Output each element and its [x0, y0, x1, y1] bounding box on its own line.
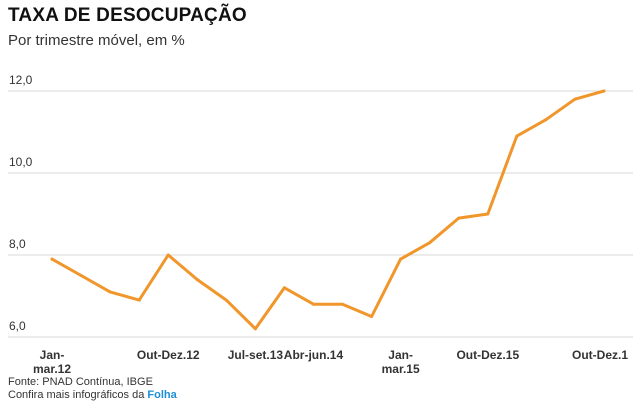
data-point	[311, 302, 315, 306]
x-tick-label: Jul-set.13	[228, 348, 284, 362]
data-point	[195, 278, 199, 282]
source-note: Fonte: PNAD Contínua, IBGE	[8, 376, 153, 388]
data-point	[544, 118, 548, 122]
x-tick-label: Out-Dez.15	[456, 348, 519, 362]
x-tick-label: Jan-mar.15	[382, 348, 420, 376]
data-point	[428, 241, 432, 245]
chart-title: TAXA DE DESOCUPAÇÃO	[8, 5, 247, 26]
x-axis-ticks: Jan-mar.12 Out-Dez.12 Jul-set.13 Abr-jun.14…	[33, 348, 628, 376]
data-point	[341, 302, 345, 306]
data-point	[457, 216, 461, 220]
data-point	[399, 257, 403, 261]
x-tick-label: Out-Dez.1	[572, 348, 628, 362]
x-tick-label: Out-Dez.12	[137, 348, 200, 362]
data-point	[370, 315, 374, 318]
more-infographics-note: Confira mais infográficos da Folha	[8, 389, 177, 401]
data-point	[515, 134, 519, 138]
grid-lines	[8, 90, 633, 338]
data-point	[602, 89, 606, 93]
more-text: Confira mais infográficos da	[8, 389, 148, 401]
y-tick-label: 6,0	[9, 319, 26, 333]
data-point	[79, 274, 83, 277]
data-point	[137, 298, 141, 302]
chart-subtitle: Por trimestre móvel, em %	[8, 32, 185, 49]
series-line	[50, 89, 606, 331]
data-point	[573, 97, 577, 101]
data-point	[224, 298, 228, 302]
brand-link[interactable]: Folha	[147, 389, 177, 401]
data-point	[282, 286, 286, 290]
x-tick-label: Abr-jun.14	[284, 348, 344, 362]
data-point	[486, 212, 490, 216]
y-axis-ticks: 6,0 8,0 10,0 12,0	[9, 73, 33, 333]
series-layer	[50, 89, 606, 331]
data-point	[253, 327, 257, 331]
data-point	[108, 290, 112, 294]
y-tick-label: 10,0	[9, 155, 33, 169]
y-tick-label: 12,0	[9, 73, 33, 87]
x-tick-label: Jan-mar.12	[33, 348, 71, 376]
data-point	[50, 257, 54, 261]
data-point	[166, 253, 170, 257]
y-tick-label: 8,0	[9, 237, 26, 251]
